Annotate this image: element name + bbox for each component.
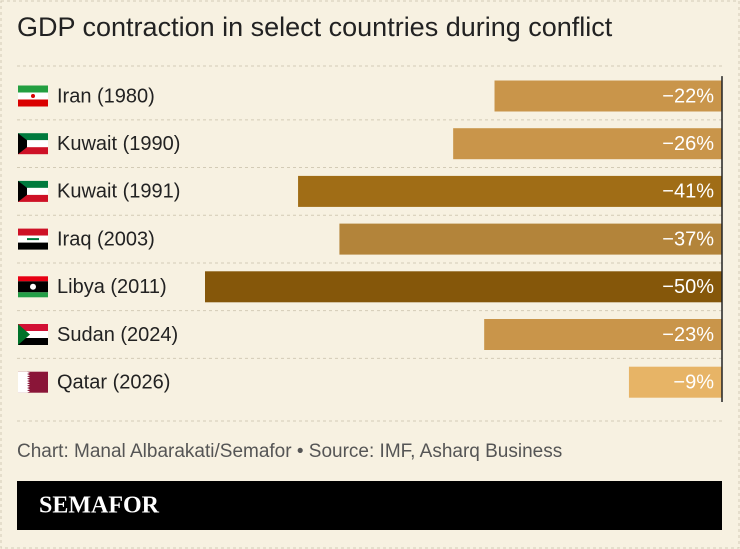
flag-part (18, 133, 48, 141)
flag-part (18, 228, 48, 236)
flag (18, 371, 48, 393)
flag-part (18, 194, 48, 202)
flag (18, 324, 48, 345)
brand-banner (17, 481, 722, 530)
flag-part (18, 85, 48, 93)
flag-part (18, 324, 48, 331)
brand: SEMAFOR (39, 493, 160, 519)
flag-part (18, 180, 27, 202)
flag-part (18, 371, 30, 393)
flag-part (18, 292, 48, 298)
flag-part (18, 133, 27, 155)
flag-part (30, 283, 36, 290)
value-label: −50% (662, 276, 714, 298)
bar (339, 223, 722, 255)
bar (205, 271, 722, 303)
bar (484, 319, 722, 350)
value-label: −41% (662, 181, 714, 203)
flag-part (18, 242, 48, 250)
flag (18, 228, 48, 250)
flag (18, 85, 48, 107)
flag (18, 180, 48, 202)
flag-part (18, 140, 48, 148)
flag-part (18, 276, 48, 282)
value-label: −26% (662, 133, 714, 155)
value-label: −22% (662, 85, 714, 107)
flag-part (31, 94, 35, 98)
flag-part (18, 180, 48, 188)
flag-part (18, 147, 48, 155)
bar (628, 366, 722, 398)
flag-part (18, 338, 48, 345)
category-label: Libya (2011) (57, 276, 167, 298)
value-label: −37% (662, 228, 714, 250)
flag-part (27, 238, 39, 241)
bar (494, 80, 722, 112)
flag-part (18, 187, 48, 195)
bar (453, 128, 722, 160)
category-label: Iraq (2003) (57, 228, 155, 250)
flag-part (18, 324, 30, 345)
value-label: −9% (673, 371, 714, 393)
flag (18, 133, 48, 155)
category-label: Kuwait (1991) (57, 181, 180, 203)
category-label: Kuwait (1990) (57, 133, 180, 155)
source: Chart: Manal Albarakati/Semafor • Source… (17, 441, 562, 462)
flag-part (18, 99, 48, 107)
value-label: −23% (662, 324, 714, 346)
chart-title: GDP contraction in select countries duri… (17, 12, 613, 42)
flag (18, 276, 48, 298)
category-label: Sudan (2024) (57, 324, 178, 346)
bar (298, 175, 722, 207)
category-label: Iran (1980) (57, 85, 155, 107)
category-label: Qatar (2026) (57, 371, 170, 393)
flag-part (18, 331, 48, 338)
